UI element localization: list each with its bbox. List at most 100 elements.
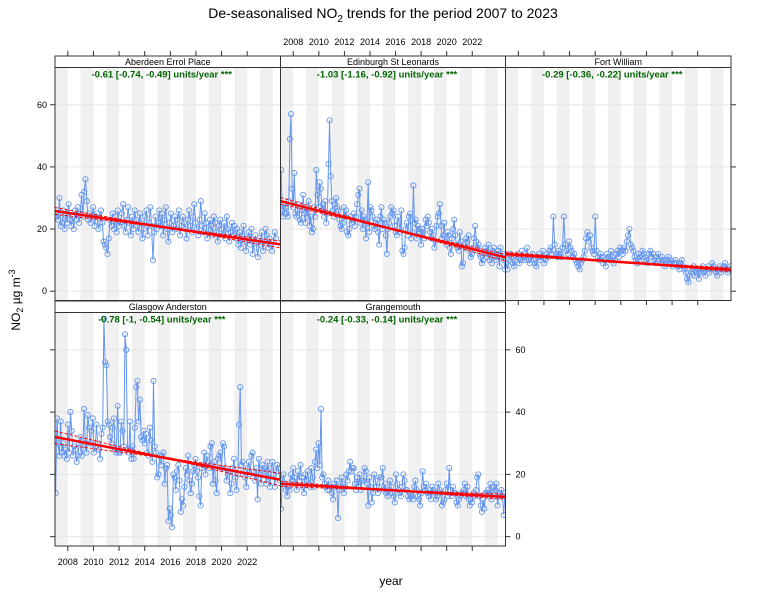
data-point [95, 225, 102, 233]
data-point [366, 229, 373, 236]
data-point [280, 166, 285, 174]
data-point [301, 210, 308, 217]
data-point [323, 219, 330, 226]
data-point [162, 465, 169, 472]
panel-plot-area [55, 67, 281, 301]
data-point [296, 216, 303, 223]
year-band [608, 67, 621, 301]
data-point [597, 250, 604, 257]
data-point [593, 247, 600, 254]
data-point [97, 207, 105, 214]
data-point [362, 468, 369, 475]
data-point [412, 477, 419, 484]
data-point [243, 483, 250, 490]
data-point [66, 449, 73, 456]
data-point [409, 496, 417, 503]
data-point [371, 471, 378, 478]
x-tick-label: 2022 [237, 557, 257, 567]
data-point [592, 213, 599, 220]
data-point [372, 477, 379, 484]
data-point [360, 213, 367, 220]
data-point [469, 499, 476, 506]
data-point [263, 480, 270, 487]
x-tick-label: 2020 [437, 37, 457, 47]
data-point [286, 135, 293, 143]
data-point [83, 198, 90, 205]
data-point [437, 222, 445, 229]
data-point [103, 362, 110, 369]
trend-line [55, 435, 281, 482]
data-point [386, 477, 394, 484]
data-point [196, 493, 203, 500]
data-point [114, 402, 121, 409]
data-point [195, 474, 202, 481]
data-point [294, 468, 302, 475]
data-point [136, 396, 143, 403]
data-point [484, 486, 492, 494]
data-point [164, 462, 171, 469]
data-point [567, 244, 574, 251]
data-point [392, 471, 400, 478]
panel-plot-area [280, 312, 506, 546]
data-point [212, 477, 219, 484]
data-point [175, 462, 182, 469]
data-point [233, 486, 240, 494]
data-point [172, 486, 179, 494]
data-point [411, 219, 418, 226]
data-point [218, 225, 225, 233]
data-point [228, 480, 235, 487]
data-point [706, 269, 713, 276]
data-point [118, 210, 125, 217]
data-point [239, 458, 246, 465]
data-point [587, 232, 594, 239]
data-point [113, 449, 120, 456]
data-point [165, 238, 172, 245]
data-point [118, 418, 125, 425]
data-point [87, 219, 94, 226]
data-point [84, 412, 91, 419]
data-point [314, 191, 321, 198]
trend-upper-ci [55, 213, 281, 242]
data-point [481, 505, 488, 512]
data-point [362, 235, 370, 242]
data-point [252, 477, 259, 484]
data-point [142, 213, 149, 220]
data-point [672, 257, 679, 264]
y-axis-label: NO2 µg m-3 [7, 269, 25, 330]
trend-lower-ci [55, 207, 281, 249]
data-point [380, 216, 387, 223]
trend-line [55, 209, 281, 246]
data-point [56, 194, 63, 202]
data-point [55, 216, 62, 223]
data-point [628, 244, 636, 251]
data-point [89, 415, 96, 422]
year-band [183, 312, 196, 546]
data-point [452, 232, 459, 239]
data-point [415, 496, 423, 503]
trend-line [280, 482, 506, 499]
data-point [184, 216, 191, 223]
data-point [313, 166, 320, 174]
data-point [187, 222, 194, 229]
data-point [455, 496, 462, 503]
data-point [381, 219, 388, 226]
x-tick-label: 2010 [309, 37, 329, 47]
data-point [128, 455, 135, 462]
data-point [365, 502, 372, 509]
data-point [180, 219, 188, 226]
data-point [191, 201, 198, 208]
data-point [475, 241, 482, 248]
data-point [339, 219, 346, 226]
data-point [496, 263, 503, 270]
data-point [183, 235, 190, 242]
data-point [287, 471, 294, 478]
data-point [334, 204, 341, 211]
data-point [61, 225, 68, 233]
data-point [434, 213, 441, 220]
data-point [397, 493, 404, 500]
data-point [444, 229, 451, 236]
data-point [160, 449, 167, 456]
year-band [331, 67, 345, 301]
data-point [210, 213, 217, 220]
data-point [219, 440, 226, 447]
